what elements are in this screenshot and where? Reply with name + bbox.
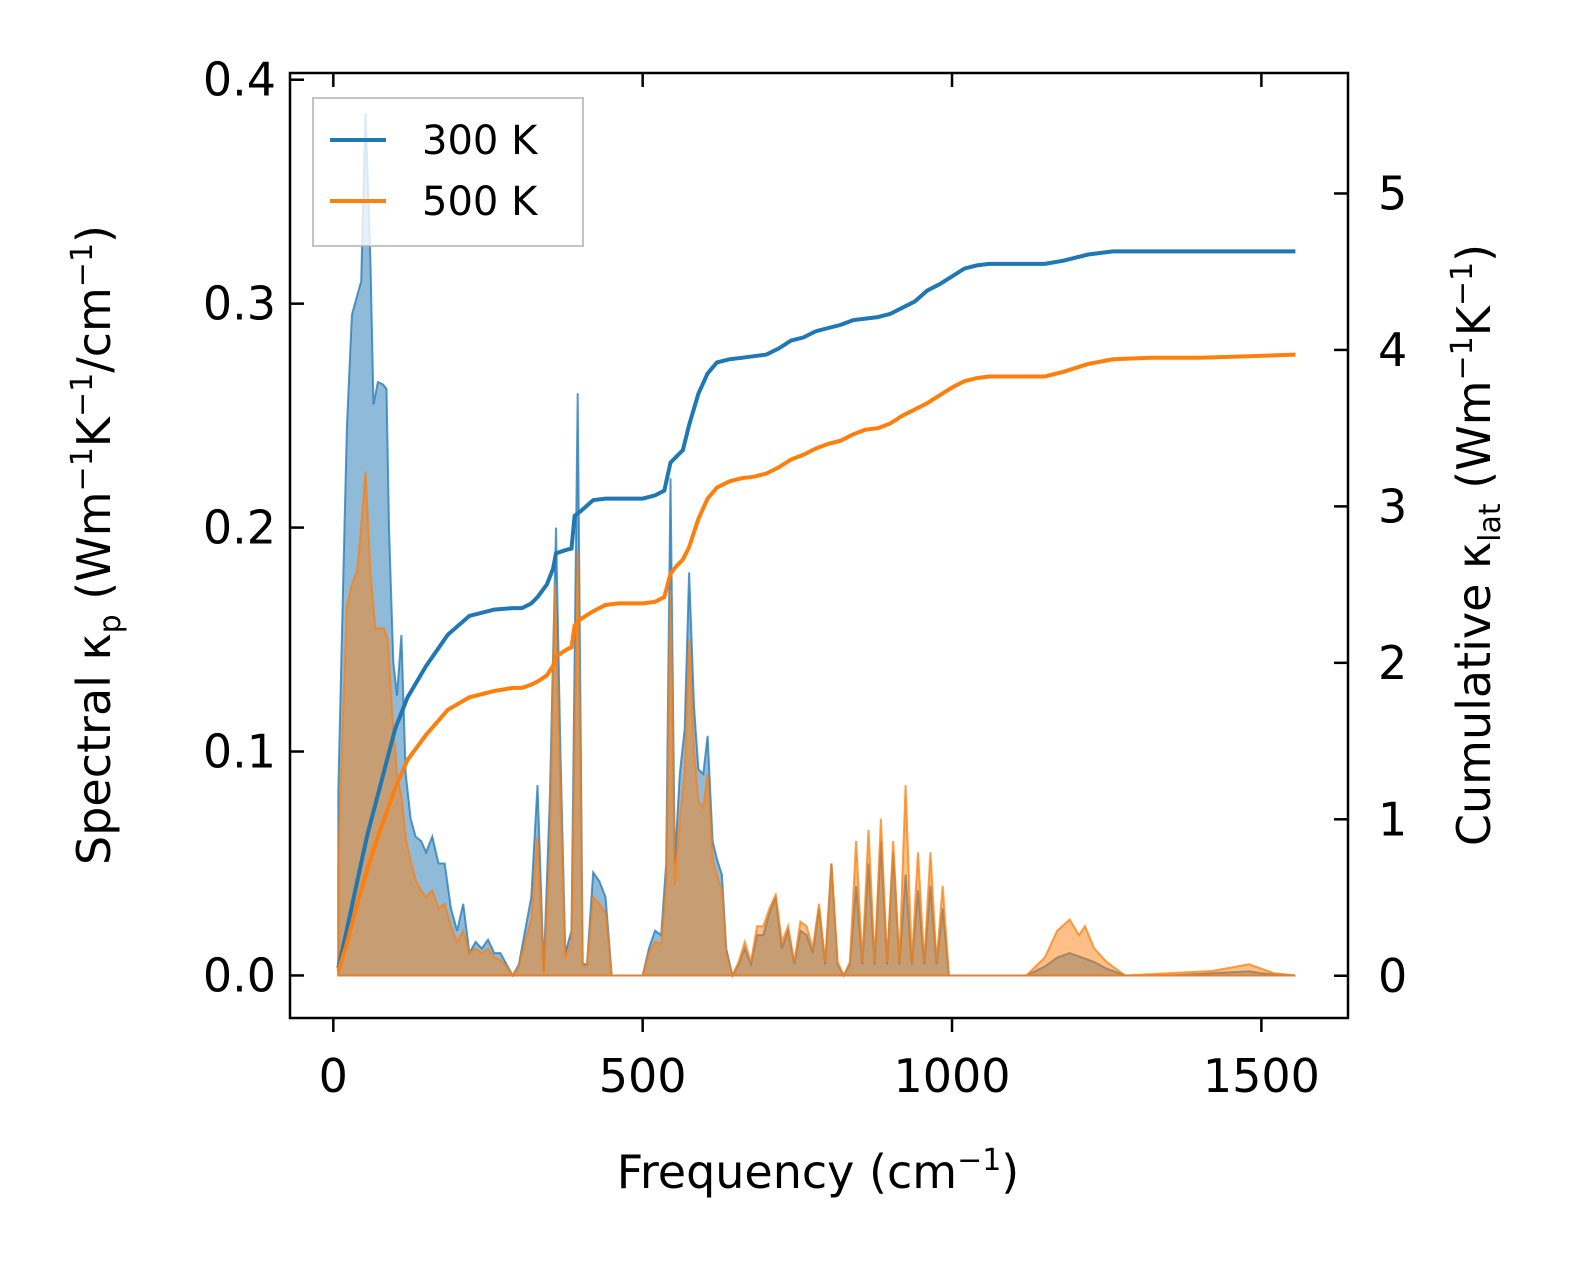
y-right-tick-label: 4 [1378, 323, 1407, 377]
cumulative-line-300k [336, 249, 1296, 969]
cumulative-line-500k [336, 352, 1296, 972]
y-left-tick-label: 0.3 [203, 277, 276, 331]
y-right-tick-label: 5 [1378, 166, 1407, 220]
y-left-tick-label: 0.2 [203, 501, 276, 555]
y-left-tick-label: 0.1 [203, 725, 276, 779]
x-tick-label: 1500 [1203, 1049, 1320, 1103]
legend: 300 K 500 K [312, 97, 584, 247]
y-axis-left-label: Spectral κp (Wm−1K−1/cm−1) [65, 225, 128, 865]
y-axis-right-label: Cumulative κlat (Wm−1K−1) [1445, 244, 1508, 846]
cumulative-lines [336, 249, 1296, 972]
x-axis-label: Frequency (cm−1) [617, 1143, 1020, 1199]
plot-frame [288, 71, 1350, 1020]
legend-box [312, 97, 584, 247]
y-right-tick-label: 3 [1378, 479, 1407, 533]
legend-label-500k: 500 K [422, 179, 539, 225]
x-tick-label: 0 [319, 1049, 348, 1103]
y-left-tick-label: 0.4 [203, 53, 276, 107]
spectral-fills [337, 113, 1296, 979]
axis-ticks: 0 500 1000 1500 0.0 0.1 0.2 0.3 0.4 0 1 2 3 4 5 [203, 53, 1407, 1103]
legend-label-300k: 300 K [422, 118, 539, 164]
y-left-tick-label: 0.0 [203, 948, 276, 1002]
x-tick-label: 500 [599, 1049, 687, 1103]
spectral-area-500k [337, 471, 1296, 979]
y-right-tick-label: 0 [1378, 949, 1407, 1003]
y-right-tick-label: 2 [1378, 636, 1407, 690]
x-tick-label: 1000 [893, 1049, 1010, 1103]
y-right-tick-label: 1 [1378, 792, 1407, 846]
